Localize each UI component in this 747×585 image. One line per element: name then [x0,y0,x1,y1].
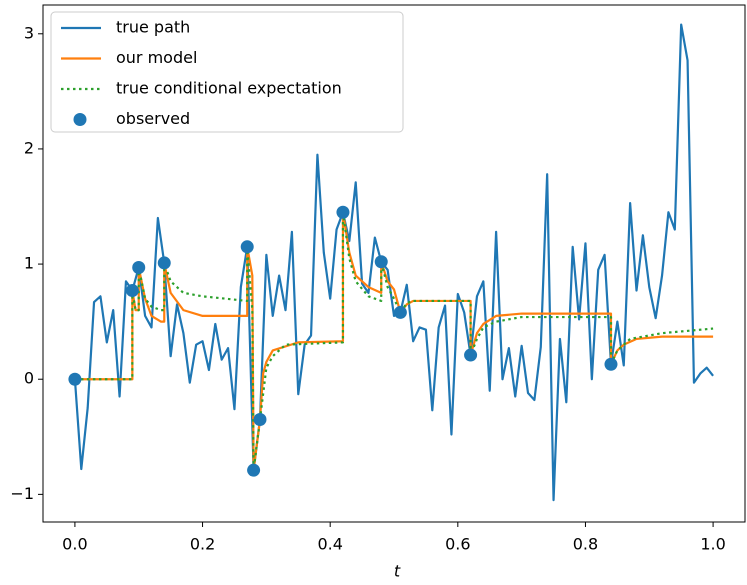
legend-label: true conditional expectation [116,79,342,98]
legend-label: observed [116,109,190,128]
y-tick-label: −1 [10,484,34,503]
series-line [73,23,714,502]
x-tick-label: 0.0 [62,535,87,554]
plot-frame [42,4,746,523]
observed-point [247,463,261,477]
observed-point [125,284,139,298]
y-tick-label: 0 [24,369,34,388]
observed-point [464,348,478,362]
y-tick-label: 1 [24,254,34,273]
x-tick-label: 0.4 [317,535,342,554]
legend-box [50,11,404,133]
x-tick-label: 0.8 [573,535,598,554]
x-tick-label: 1.0 [700,535,725,554]
legend-label: true path [116,18,190,37]
series-line [74,211,714,472]
x-axis-label: t [394,562,401,581]
observed-point [240,240,254,254]
observed-point [374,255,388,269]
x-tick-label: 0.6 [445,535,470,554]
observed-point [68,372,82,386]
x-tick-label: 0.2 [190,535,215,554]
observed-point [157,256,171,270]
observed-point [253,413,267,427]
observed-point [393,305,407,319]
legend-marker [73,113,87,126]
y-tick-label: 2 [24,138,34,157]
observed-point [132,261,146,275]
y-tick-label: 3 [24,23,34,42]
legend-label: our model [116,48,197,67]
observed-point [336,205,350,219]
observed-point [604,357,618,371]
